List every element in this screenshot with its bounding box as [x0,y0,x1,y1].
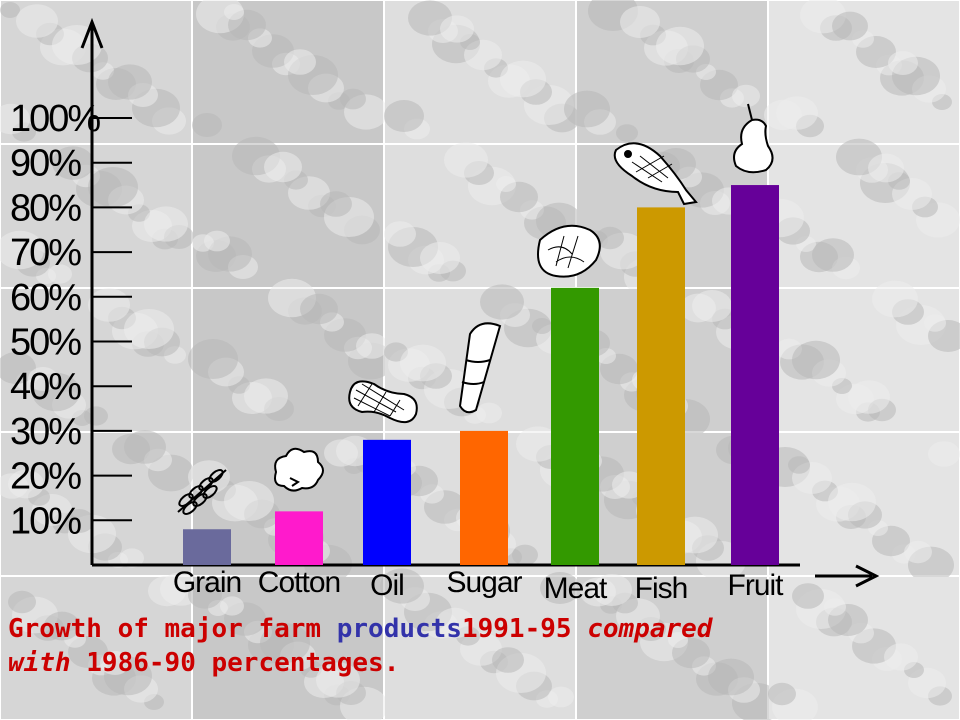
y-tick-label: 30% [10,411,81,453]
y-tick-label: 10% [10,500,81,542]
y-tick-label: 20% [10,456,81,498]
y-tick-label: 90% [10,143,81,185]
fish-icon [613,142,698,206]
y-tick-label: 50% [10,322,81,364]
y-tick-label: 70% [10,232,81,274]
y-tick-label: 40% [10,366,81,408]
wheat-icon [177,469,227,515]
bar-grain [183,529,231,565]
category-label-fruit: Fruit [728,569,785,602]
caption-text-1: Growth of major farm [8,614,337,644]
y-tick-label: 60% [10,277,81,319]
bar-fish [637,207,685,565]
bar-oil [363,439,411,565]
category-label-cotton: Cotton [258,566,340,599]
category-label-oil: Oil [370,569,404,602]
bar-meat [551,287,599,565]
sugarcane-icon [458,322,502,414]
caption-text-2: products [336,614,462,644]
category-label-fish: Fish [635,572,688,605]
y-tick-label: 100% [10,98,100,140]
chart-caption: Growth of major farm products1991-95 com… [8,612,953,680]
y-tick-label: 80% [10,187,81,229]
bar-cotton [275,511,323,565]
caption-text-4: compared [587,614,713,644]
caption-text-6: 1986-90 percentages. [70,648,400,678]
peanut-icon [348,380,418,424]
category-label-meat: Meat [544,572,608,605]
category-label-grain: Grain [173,566,241,599]
x-axis-arrow [855,564,880,588]
caption-text-3: 1991-95 [461,614,588,644]
bar-fruit [731,185,779,566]
y-axis-arrow [80,17,104,49]
bar-sugar [460,430,508,565]
category-label-sugar: Sugar [446,566,522,599]
pear-icon [733,103,774,174]
steak-icon [537,224,601,278]
caption-text-5: with [8,648,71,678]
cotton-icon [274,447,324,492]
